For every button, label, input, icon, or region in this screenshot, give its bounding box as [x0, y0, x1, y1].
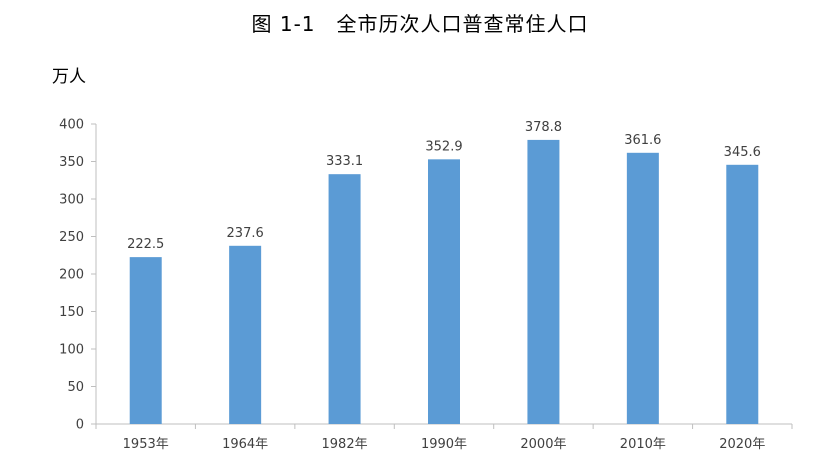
data-label: 345.6: [724, 145, 761, 160]
x-tick-label: 1964年: [222, 437, 268, 452]
data-label: 333.1: [326, 154, 363, 169]
data-label: 352.9: [425, 139, 462, 154]
bar: [328, 174, 361, 424]
y-tick-label: 50: [67, 380, 84, 395]
bars: [129, 139, 759, 425]
data-label: 361.6: [624, 133, 661, 148]
y-tick-label: 350: [59, 155, 84, 170]
bar: [626, 152, 659, 425]
y-tick-label: 150: [59, 305, 84, 320]
y-tick-label: 250: [59, 230, 84, 245]
bar: [129, 257, 162, 424]
labels: 0 50 100 150 200 250 300 350 400 222.5 1953年 237.6 1…: [59, 118, 765, 453]
y-axis-unit-label: 万人: [52, 67, 86, 87]
y-tick-label: 300: [59, 193, 84, 208]
data-label: 378.8: [525, 120, 562, 135]
x-tick-label: 1953年: [123, 437, 169, 452]
bar: [428, 159, 460, 424]
y-tick-label: 0: [76, 418, 84, 433]
x-tick-label: 2020年: [719, 437, 765, 452]
x-tick-label: 2000年: [520, 437, 566, 452]
bar: [726, 164, 759, 425]
x-tick-label: 1982年: [322, 437, 368, 452]
data-label: 222.5: [127, 237, 164, 252]
x-tick-label: 2010年: [620, 437, 666, 452]
x-tick-label: 1990年: [421, 437, 467, 452]
chart-title: 图 1-1 全市历次人口普查常住人口: [251, 12, 589, 36]
y-tick-label: 100: [59, 343, 84, 358]
bar: [527, 139, 560, 424]
bar: [229, 245, 262, 424]
data-label: 237.6: [227, 226, 264, 241]
y-tick-label: 200: [59, 268, 84, 283]
y-tick-label: 400: [59, 118, 84, 133]
